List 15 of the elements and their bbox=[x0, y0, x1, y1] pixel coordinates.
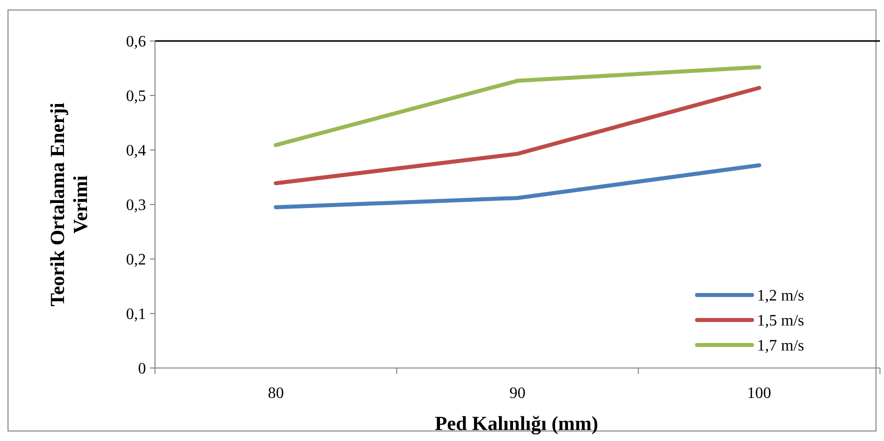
x-tick-label: 80 bbox=[268, 385, 284, 402]
x-axis-title: Ped Kalınlığı (mm) bbox=[434, 413, 598, 435]
y-tick-label: 0,3 bbox=[126, 197, 146, 214]
y-tick-label: 0,1 bbox=[126, 306, 146, 324]
y-tick-label: 0,5 bbox=[126, 88, 146, 106]
x-tick-label: 100 bbox=[747, 385, 772, 402]
y-tick-label: 0 bbox=[138, 360, 146, 378]
x-tick-label: 90 bbox=[510, 385, 526, 402]
y-tick-label: 0,6 bbox=[126, 34, 146, 51]
y-axis-title: Teorik Ortalama Enerji Verimi bbox=[47, 102, 92, 306]
legend-label: 1,5 m/s bbox=[757, 312, 804, 330]
legend-label: 1,7 m/s bbox=[757, 338, 804, 355]
y-tick-label: 0,4 bbox=[126, 142, 146, 160]
y-tick-label: 0,2 bbox=[126, 252, 146, 269]
legend-label: 1,2 m/s bbox=[757, 288, 804, 305]
